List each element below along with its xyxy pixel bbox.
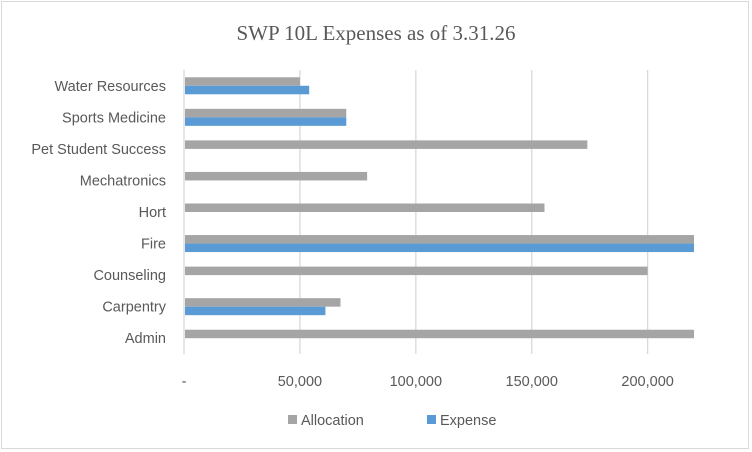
bar-allocation bbox=[185, 266, 648, 276]
bar-allocation bbox=[185, 298, 341, 307]
bar-expense bbox=[185, 117, 347, 126]
chart-title: SWP 10L Expenses as of 3.31.26 bbox=[237, 21, 516, 45]
bar-allocation bbox=[185, 140, 588, 149]
bar-allocation bbox=[185, 77, 300, 86]
bar-expense bbox=[185, 306, 326, 316]
bar-expense bbox=[185, 85, 310, 95]
category-label: Hort bbox=[139, 205, 166, 221]
bar-expense bbox=[185, 243, 694, 253]
x-tick-label: 200,000 bbox=[621, 374, 673, 390]
category-label: Admin bbox=[125, 331, 166, 347]
x-tick-label: - bbox=[182, 374, 187, 390]
bar-allocation bbox=[185, 108, 347, 118]
category-label: Carpentry bbox=[102, 300, 166, 316]
bar-allocation bbox=[185, 329, 694, 339]
category-label: Sports Medicine bbox=[62, 110, 166, 126]
legend-swatch-expense bbox=[427, 415, 436, 424]
x-tick-label: 100,000 bbox=[390, 374, 442, 390]
x-tick-label: 50,000 bbox=[278, 374, 322, 390]
category-label: Water Resources bbox=[55, 79, 166, 95]
category-label: Pet Student Success bbox=[31, 142, 166, 158]
legend-label-allocation: Allocation bbox=[301, 413, 364, 429]
category-label: Mechatronics bbox=[80, 173, 166, 189]
bar-allocation bbox=[185, 171, 368, 181]
bar-allocation bbox=[185, 203, 545, 212]
legend-swatch-allocation bbox=[288, 415, 297, 424]
bar-allocation bbox=[185, 235, 694, 244]
category-label: Counseling bbox=[93, 268, 166, 284]
legend-label-expense: Expense bbox=[440, 413, 496, 429]
category-label: Fire bbox=[141, 237, 166, 253]
x-tick-label: 150,000 bbox=[506, 374, 558, 390]
